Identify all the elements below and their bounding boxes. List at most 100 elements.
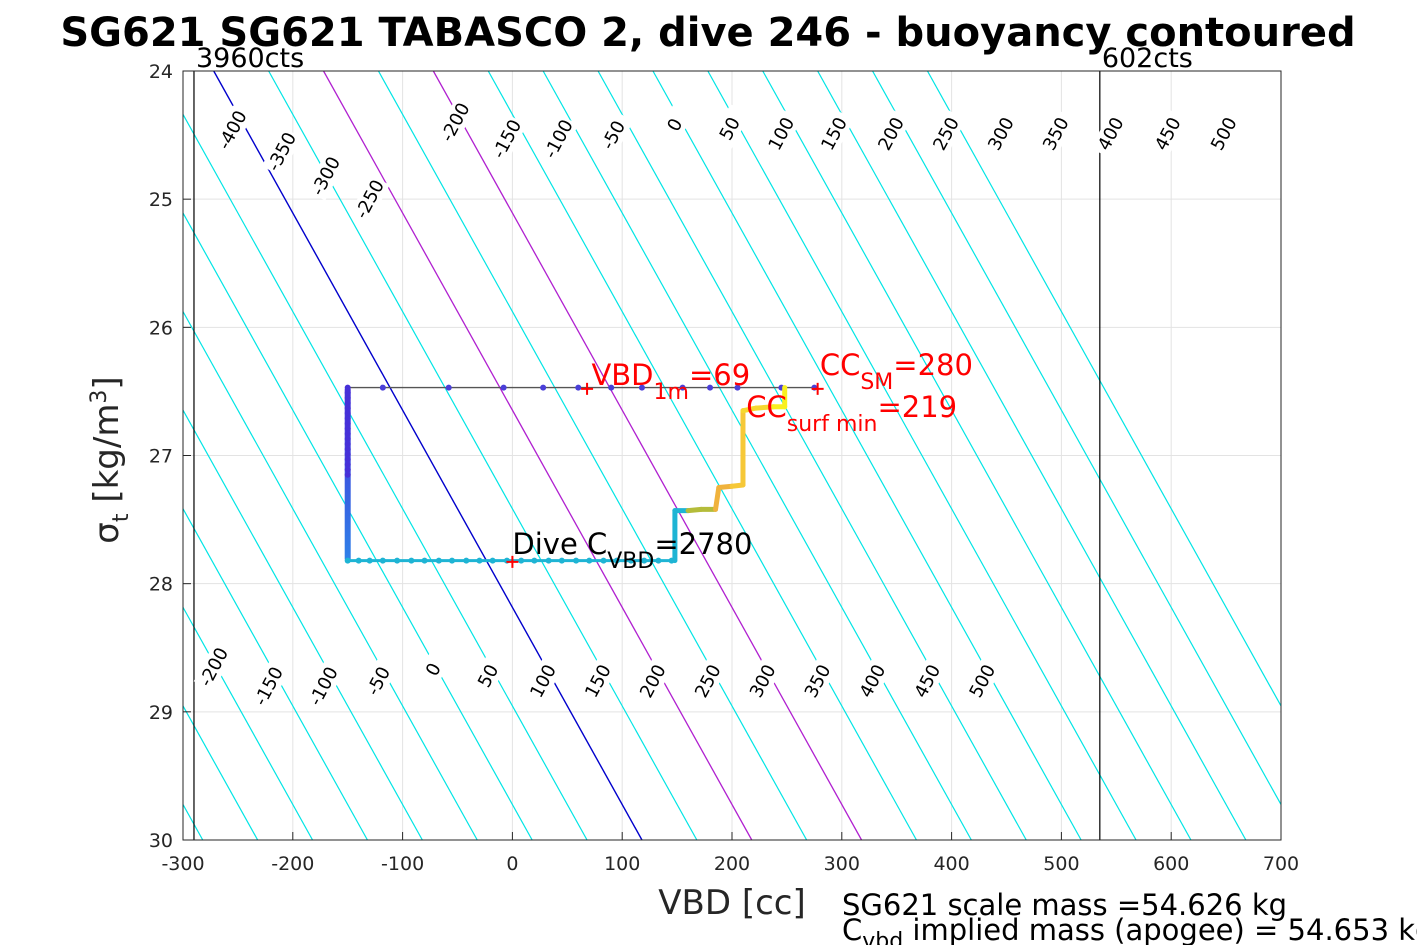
contour-label-bg [761, 109, 802, 159]
bottom-point [435, 557, 442, 564]
annotation-sub: VBD [607, 549, 654, 574]
contour-label-bg [926, 109, 967, 159]
bottom-point [476, 557, 483, 564]
bottom-point [586, 557, 593, 564]
bottom-point [463, 557, 470, 564]
contour-line-magenta [432, 71, 863, 840]
contour-line-cyan [0, 71, 93, 840]
bottom-point [344, 557, 351, 564]
annotation: VBD1m=69 [591, 358, 750, 405]
contour-label-bg [871, 109, 912, 159]
contour-label-bg [1090, 109, 1131, 159]
annotation-main: Dive C [512, 527, 607, 561]
descent-point [344, 451, 351, 458]
bottom-point [394, 557, 401, 564]
contour-label-bg [797, 656, 838, 706]
descent-point [344, 446, 351, 453]
bottom-point [573, 557, 580, 564]
dive-series [344, 384, 818, 564]
annotation-sub: 1m [654, 380, 689, 405]
bottom-point [379, 557, 386, 564]
descent-point [344, 399, 351, 406]
contour-line-cyan [542, 71, 972, 840]
descent-point [344, 425, 351, 432]
contour-label-bg [709, 104, 750, 154]
x-tick-label: 200 [714, 853, 750, 875]
contour-label-bg [814, 109, 855, 159]
contour-label-bg [687, 656, 728, 706]
contour-label-bg [578, 656, 619, 706]
y-tick-label: 27 [149, 446, 173, 468]
contour-label-bg [654, 100, 695, 150]
descent-point [344, 466, 351, 473]
contour-label-bg [980, 109, 1022, 159]
contour-label-bg [413, 644, 454, 695]
descent-point [344, 420, 351, 427]
contour-line-cyan [183, 211, 533, 840]
dive-point [445, 384, 452, 391]
contour-lines [0, 71, 1281, 840]
descent-point [344, 471, 351, 478]
climb-segment [753, 404, 777, 411]
annotation-main: CC [746, 390, 787, 424]
contour-line-cyan [183, 507, 368, 840]
dive-point [679, 384, 686, 391]
dive-point [575, 384, 582, 391]
contour-label-bg [212, 105, 253, 155]
dive-point [540, 384, 547, 391]
contour-label-bg [261, 127, 302, 177]
bottom-point [408, 557, 415, 564]
contour-line-magenta [322, 71, 753, 840]
dive-point [734, 384, 741, 391]
x-tick-label: 600 [1153, 853, 1189, 875]
x-tick-label: -200 [271, 853, 314, 875]
y-tick-label: 25 [149, 189, 173, 211]
contour-label-bg [305, 151, 346, 201]
annotation: CCSM=280 [820, 348, 973, 395]
descent-point [344, 389, 351, 396]
vbd-limit-label: 3960cts [196, 43, 304, 74]
bottom-point [518, 557, 525, 564]
axis-ticks: -300 -200 -100 0 100 200 300 400 500 600 700 24 25 26… [149, 61, 1299, 875]
y-axis-label-sub: t [109, 513, 134, 522]
y-axis-label-close: ] [87, 376, 127, 389]
red-plus-marker [581, 382, 594, 395]
annotation-value: =69 [689, 358, 750, 392]
annotation-sub: SM [860, 370, 893, 395]
x-tick-label: 500 [1043, 853, 1079, 875]
contour-line-cyan [762, 71, 1192, 840]
dive-point [608, 384, 615, 391]
contour-line-cyan [926, 71, 1281, 708]
contour-label-bg [248, 661, 289, 711]
annotation-main: CC [820, 348, 861, 382]
annotation-value: =2780 [654, 527, 752, 561]
bottom-point [489, 557, 496, 564]
descent-point [344, 415, 351, 422]
contour-line-cyan [183, 113, 588, 840]
y-axis-label-units: [kg/m [87, 404, 127, 514]
contour-line-cyan [377, 71, 808, 840]
chart-title: SG621 SG621 TABASCO 2, dive 246 - buoyan… [60, 10, 1355, 56]
y-axis-label: σt [kg/m3] [87, 376, 134, 543]
bottom-point [355, 557, 362, 564]
annotation-value: =219 [877, 390, 957, 424]
x-axis-label: VBD [cc] [658, 883, 806, 923]
descent-point [344, 394, 351, 401]
contour-line-cyan [183, 310, 478, 840]
bottom-point [641, 557, 648, 564]
bottom-point [449, 557, 456, 564]
annotation-value: =280 [893, 348, 973, 382]
bottom-point [613, 557, 620, 564]
contour-label-bg [1035, 109, 1076, 159]
footer-implied-mass-sub: vbd [862, 929, 903, 945]
contour-label-bg [962, 656, 1003, 706]
contour-label-bg [523, 656, 564, 706]
x-tick-label: 700 [1263, 853, 1299, 875]
bottom-point [366, 557, 373, 564]
dive-point [707, 384, 714, 391]
annotation: Dive CVBD=2780 [512, 527, 752, 574]
descent-point [344, 410, 351, 417]
bottom-point [545, 557, 552, 564]
contour-label-bg [486, 114, 527, 164]
contour-label-bg [593, 110, 634, 160]
